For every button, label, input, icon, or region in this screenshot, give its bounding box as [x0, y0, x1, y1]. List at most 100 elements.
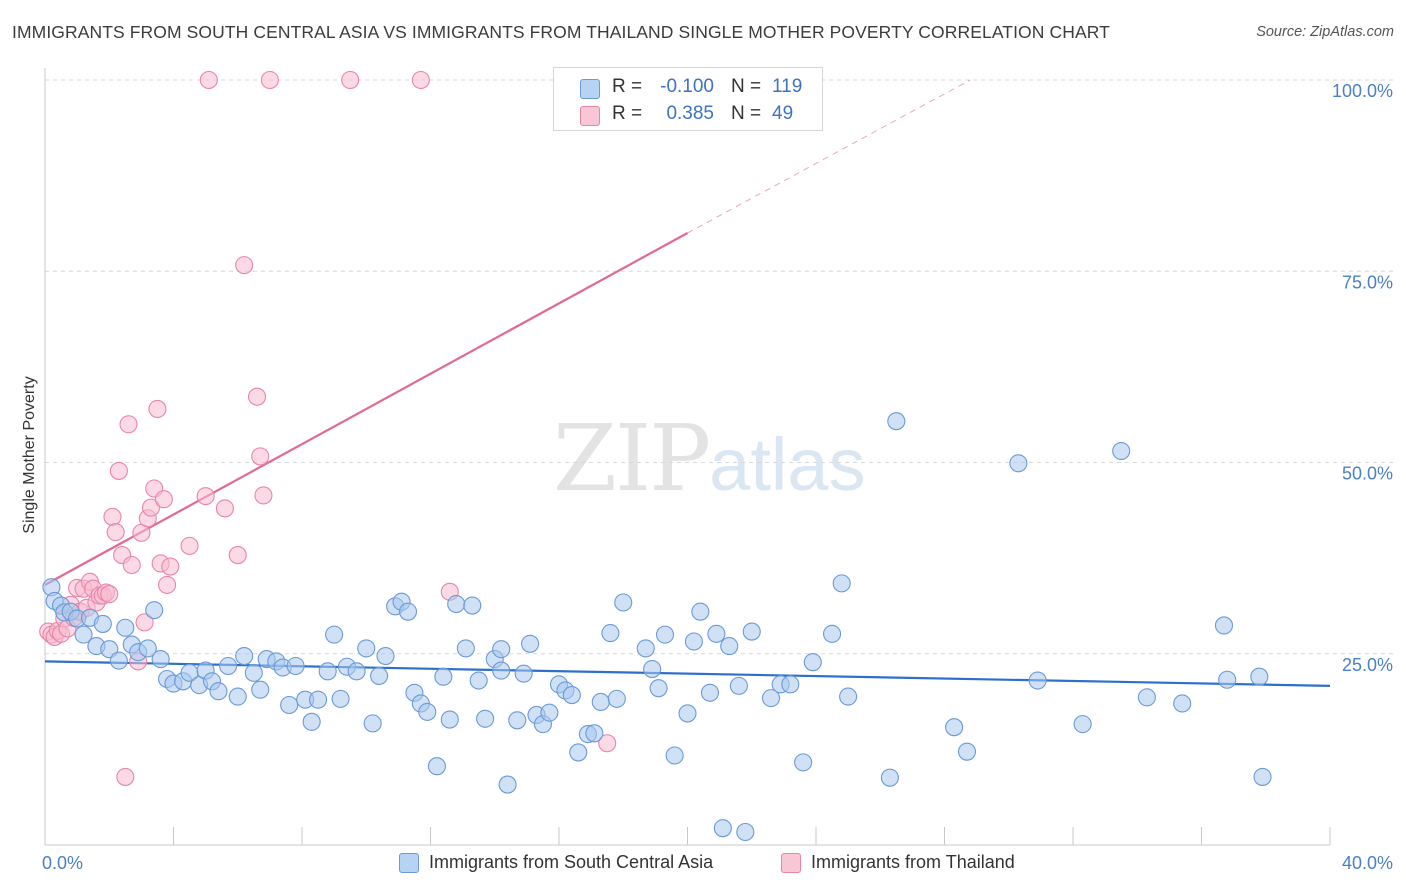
- data-point-south-central-asia: [151, 650, 170, 669]
- data-point-thailand: [161, 557, 180, 576]
- correlation-legend: R = -0.100 N = 119 R = 0.385 N = 49: [553, 67, 823, 131]
- data-point-south-central-asia: [832, 574, 851, 593]
- data-point-south-central-asia: [74, 625, 93, 644]
- chart-title: IMMIGRANTS FROM SOUTH CENTRAL ASIA VS IM…: [12, 22, 1110, 42]
- trend-line-thailand-extension: [687, 79, 971, 234]
- data-point-thailand: [103, 507, 122, 526]
- data-point-south-central-asia: [1253, 767, 1272, 786]
- y-axis-label: Single Mother Poverty: [21, 376, 38, 533]
- data-point-south-central-asia: [957, 742, 977, 761]
- data-point-thailand: [341, 70, 360, 90]
- data-point-south-central-asia: [823, 624, 842, 643]
- data-point-thailand: [135, 613, 154, 632]
- data-point-thailand: [106, 523, 125, 542]
- data-point-south-central-asia: [116, 618, 135, 637]
- data-point-south-central-asia: [331, 689, 350, 708]
- data-point-thailand: [254, 486, 273, 505]
- data-point-south-central-asia: [643, 659, 662, 679]
- data-point-south-central-asia: [476, 709, 495, 728]
- data-point-south-central-asia: [492, 640, 511, 659]
- data-point-south-central-asia: [109, 651, 128, 670]
- tick-labels: 25.0% 50.0% 75.0% 100.0% 0.0% 40.0%: [42, 81, 1393, 873]
- data-point-south-central-asia: [601, 624, 620, 643]
- data-point-south-central-asia: [540, 703, 559, 722]
- legend-r-label: R =: [612, 76, 643, 97]
- data-point-south-central-asia: [1250, 667, 1269, 686]
- data-point-south-central-asia: [607, 689, 626, 708]
- data-point-thailand: [100, 585, 119, 604]
- data-point-south-central-asia: [498, 775, 517, 794]
- data-point-south-central-asia: [562, 686, 581, 705]
- data-point-thailand: [260, 70, 279, 90]
- data-point-south-central-asia: [839, 687, 858, 706]
- gridlines: [45, 79, 1395, 655]
- data-point-south-central-asia: [521, 634, 540, 653]
- data-point-south-central-asia: [508, 711, 527, 730]
- data-point-thailand: [116, 767, 135, 786]
- data-point-south-central-asia: [376, 646, 395, 666]
- data-point-south-central-asia: [492, 661, 511, 680]
- legend-swatch-pink: [781, 853, 801, 873]
- data-point-south-central-asia: [219, 656, 238, 676]
- data-point-thailand: [154, 490, 173, 509]
- x-tick-label: 0.0%: [42, 853, 83, 873]
- data-point-south-central-asia: [370, 666, 389, 685]
- legend-n-label: N =: [731, 103, 762, 124]
- data-point-south-central-asia: [700, 683, 720, 702]
- legend-swatch-blue: [580, 79, 600, 99]
- data-point-south-central-asia: [463, 596, 482, 615]
- data-point-south-central-asia: [138, 639, 157, 658]
- data-point-south-central-asia: [1137, 688, 1156, 707]
- data-point-south-central-asia: [880, 768, 899, 787]
- data-point-south-central-asia: [309, 690, 328, 709]
- data-point-south-central-asia: [286, 656, 305, 676]
- data-point-south-central-asia: [357, 639, 376, 658]
- legend-n-value: 119: [772, 76, 803, 97]
- data-point-thailand: [119, 415, 138, 434]
- data-point-south-central-asia: [145, 601, 164, 620]
- data-point-thailand: [247, 387, 267, 406]
- y-tick-label: 50.0%: [1342, 464, 1393, 484]
- data-point-south-central-asia: [707, 624, 726, 643]
- data-point-south-central-asia: [447, 594, 466, 614]
- data-points: [39, 70, 1272, 842]
- data-point-south-central-asia: [713, 819, 732, 838]
- data-point-south-central-asia: [456, 639, 475, 658]
- data-point-south-central-asia: [803, 653, 822, 672]
- data-point-south-central-asia: [665, 746, 684, 765]
- data-point-thailand: [411, 70, 430, 90]
- axes: [44, 68, 1331, 846]
- legend-r-value: -0.100: [660, 76, 714, 97]
- data-point-south-central-asia: [209, 682, 228, 701]
- data-point-south-central-asia: [655, 625, 675, 644]
- legend-row-pink: R = 0.385 N = 49: [554, 103, 822, 127]
- data-point-south-central-asia: [440, 710, 459, 729]
- data-point-south-central-asia: [1112, 441, 1131, 461]
- data-point-south-central-asia: [636, 639, 655, 658]
- data-point-thailand: [141, 498, 161, 517]
- data-point-south-central-asia: [302, 712, 321, 731]
- watermark: ZIPatlas: [553, 405, 865, 512]
- watermark-atlas: atlas: [709, 423, 866, 506]
- legend-label: Immigrants from Thailand: [811, 852, 1015, 872]
- data-point-south-central-asia: [1214, 616, 1234, 635]
- data-point-south-central-asia: [427, 757, 446, 776]
- data-point-south-central-asia: [1028, 671, 1047, 690]
- x-tick-label: 40.0%: [1342, 853, 1393, 873]
- data-point-south-central-asia: [93, 614, 112, 633]
- data-point-thailand: [199, 70, 218, 90]
- data-point-south-central-asia: [591, 692, 610, 711]
- legend-swatch-pink: [580, 106, 600, 126]
- data-point-south-central-asia: [1173, 694, 1192, 713]
- data-point-thailand: [122, 555, 141, 575]
- data-point-south-central-asia: [235, 646, 254, 666]
- data-point-south-central-asia: [945, 718, 964, 737]
- legend-label: Immigrants from South Central Asia: [429, 852, 714, 872]
- data-point-thailand: [228, 546, 247, 565]
- legend-r-label: R =: [612, 103, 643, 124]
- data-point-south-central-asia: [363, 714, 382, 733]
- data-point-south-central-asia: [228, 687, 247, 706]
- data-point-south-central-asia: [418, 702, 437, 721]
- data-point-south-central-asia: [280, 695, 299, 715]
